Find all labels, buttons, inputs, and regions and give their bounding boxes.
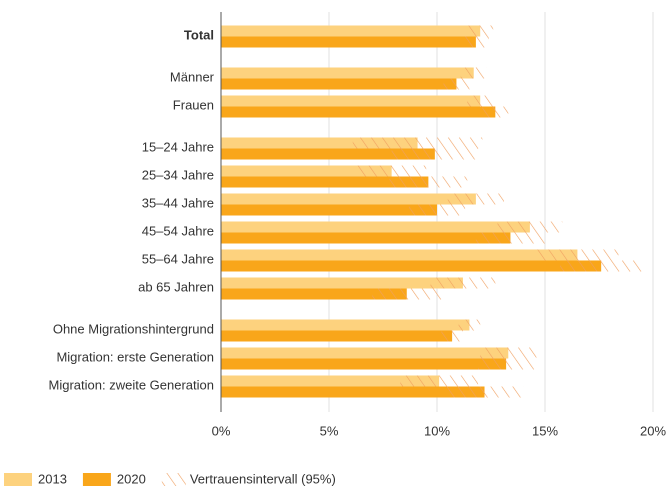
error-band xyxy=(482,106,509,118)
y-tick-label: ab 65 Jahren xyxy=(138,279,214,294)
bar xyxy=(221,221,530,233)
legend-label: Vertrauensintervall (95%) xyxy=(190,471,336,486)
bar xyxy=(221,204,437,216)
error-band xyxy=(357,165,427,177)
error-band xyxy=(462,36,489,48)
bar xyxy=(221,249,578,261)
error-band xyxy=(445,386,524,398)
error-band xyxy=(441,330,463,342)
error-band xyxy=(480,347,537,359)
bar xyxy=(221,106,496,118)
legend-swatch xyxy=(82,473,111,486)
bar xyxy=(221,347,509,359)
error-band xyxy=(475,232,545,244)
bar xyxy=(221,277,463,289)
legend-label: 2013 xyxy=(38,471,67,486)
x-tick-label: 15% xyxy=(532,423,558,438)
x-tick-label: 0% xyxy=(212,423,231,438)
y-tick-label: 15–24 Jahre xyxy=(142,139,214,154)
bar xyxy=(221,67,474,79)
legend-swatch xyxy=(161,473,186,486)
y-tick-label: Migration: zweite Generation xyxy=(49,377,214,392)
bar xyxy=(221,260,602,272)
error-band xyxy=(497,221,563,233)
bar xyxy=(221,25,481,37)
y-tick-label: 35–44 Jahre xyxy=(142,195,214,210)
bar xyxy=(221,358,507,370)
bar xyxy=(221,95,481,107)
y-tick-label: 25–34 Jahre xyxy=(142,167,214,182)
bar xyxy=(221,193,476,205)
error-band xyxy=(460,67,487,79)
y-tick-label: Ohne Migrationshintergrund xyxy=(53,321,214,336)
error-band xyxy=(467,95,494,107)
y-tick-label: Frauen xyxy=(173,97,214,112)
bar xyxy=(221,165,392,177)
y-tick-label: 55–64 Jahre xyxy=(142,251,214,266)
x-tick-label: 5% xyxy=(320,423,339,438)
error-band xyxy=(408,204,466,216)
bar xyxy=(221,148,435,160)
error-band xyxy=(352,137,483,149)
error-band xyxy=(478,358,535,370)
bar xyxy=(221,232,511,244)
legend-swatch xyxy=(4,473,32,486)
y-tick-label: 45–54 Jahre xyxy=(142,223,214,238)
bar xyxy=(221,78,457,90)
bar xyxy=(221,375,440,387)
error-band xyxy=(443,78,470,90)
bar xyxy=(221,36,476,48)
error-band xyxy=(560,260,643,272)
bar xyxy=(221,386,485,398)
bar xyxy=(221,288,407,300)
bar xyxy=(221,137,418,149)
error-band xyxy=(391,148,479,160)
error-band xyxy=(447,193,504,205)
x-tick-label: 10% xyxy=(424,423,450,438)
error-band xyxy=(467,25,494,37)
bar xyxy=(221,319,470,331)
y-tick-label: Total xyxy=(184,27,214,42)
error-band xyxy=(389,176,468,188)
bar xyxy=(221,176,429,188)
error-band xyxy=(430,277,496,289)
error-band xyxy=(372,288,442,300)
y-tick-label: Männer xyxy=(170,69,215,84)
error-band xyxy=(400,375,479,387)
x-tick-label: 20% xyxy=(640,423,666,438)
error-band xyxy=(458,319,481,331)
legend-label: 2020 xyxy=(117,471,146,486)
error-band xyxy=(536,249,619,261)
y-tick-label: Migration: erste Generation xyxy=(56,349,214,364)
bar xyxy=(221,330,453,342)
